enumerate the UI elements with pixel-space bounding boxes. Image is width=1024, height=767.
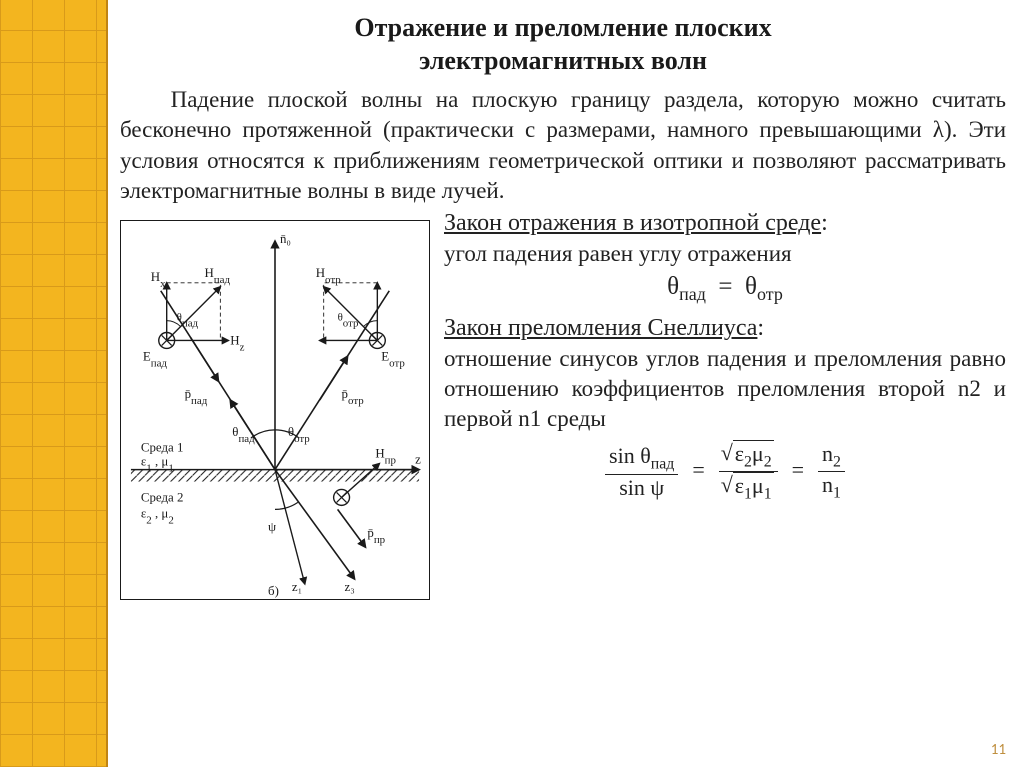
eq2-den3: n [822, 472, 833, 497]
equation-snell: sin θпад sin ψ = ε2μ2 ε1μ1 = n2 n1 [444, 440, 1006, 504]
label-theta-otr-small: θотр [338, 312, 359, 330]
eq2-num1-sub: пад [651, 456, 675, 473]
label-eps2mu2: ε2 , μ2 [141, 506, 174, 527]
two-column-row: z n̄₀ p̄пад p̄отр z₃ z₁ [120, 210, 1006, 600]
law1-title: Закон отражения в изотропной среде: [444, 210, 1006, 237]
eq1-lhs-sub: пад [679, 284, 706, 304]
label-n0: n̄₀ [280, 232, 291, 247]
label-Hx: Hx [151, 269, 166, 290]
label-z1: z₁ [292, 579, 302, 594]
intro-paragraph: Падение плоской волны на плоскую границу… [120, 85, 1006, 206]
eq2-den1: sin ψ [605, 475, 678, 501]
eq1-rhs-sub: отр [757, 284, 783, 304]
equation-reflection: θпад = θотр [444, 273, 1006, 305]
eq2-num2-e: ε [735, 441, 744, 466]
label-potr: p̄отр [342, 387, 365, 408]
label-media1: Среда 1 [141, 440, 184, 455]
label-Hz: Hz [230, 333, 244, 354]
reflection-refraction-diagram: z n̄₀ p̄пад p̄отр z₃ z₁ [120, 220, 430, 600]
eq2-num2-m-sub: 2 [764, 453, 772, 470]
law2-title: Закон преломления Снеллиуса: [444, 315, 1006, 342]
label-subfig: б) [268, 583, 279, 598]
snell-frac2: ε2μ2 ε1μ1 [719, 440, 778, 504]
decorative-left-border [0, 0, 108, 767]
title-line-2: электромагнитных волн [419, 46, 707, 75]
label-Epad: Eпад [143, 349, 168, 370]
label-z: z [415, 452, 421, 467]
law1-title-text: Закон отражения в изотропной среде [444, 210, 821, 236]
eq2-num1-a: sin θ [609, 443, 651, 468]
eq2-num2-e-sub: 2 [744, 453, 752, 470]
label-theta-pad: θпад [232, 424, 255, 445]
label-media2: Среда 2 [141, 490, 184, 505]
page-title: Отражение и преломление плоских электром… [120, 12, 1006, 77]
page-number: 11 [991, 741, 1006, 759]
label-theta-otr: θотр [288, 424, 310, 445]
eq2-num3: n [822, 441, 833, 466]
eq1-rhs: θ [745, 273, 757, 300]
eq2-num3-sub: 2 [833, 453, 841, 470]
label-psi: ψ [268, 520, 276, 535]
eq2-den2-m: μ [752, 473, 764, 498]
eq2-den3-sub: 1 [833, 485, 841, 502]
eq2-num2-m: μ [752, 441, 764, 466]
eq2-den2-e: ε [735, 473, 744, 498]
eq1-lhs: θ [667, 273, 679, 300]
law2-title-text: Закон преломления Снеллиуса [444, 315, 757, 341]
eq2-den2-m-sub: 1 [764, 486, 772, 503]
slide-content: Отражение и преломление плоских электром… [108, 0, 1024, 767]
laws-column: Закон отражения в изотропной среде: угол… [444, 210, 1006, 600]
label-Eotr: Eотр [381, 349, 405, 370]
snell-frac3: n2 n1 [818, 441, 845, 503]
label-ppr: p̄пр [367, 526, 385, 547]
law2-body: отношение синусов углов падения и прелом… [444, 344, 1006, 434]
label-z3: z₃ [345, 579, 355, 594]
eq2-den2-e-sub: 1 [744, 486, 752, 503]
label-ppad: p̄пад [185, 387, 208, 408]
law1-body: угол падения равен углу отражения [444, 239, 1006, 269]
snell-frac1: sin θпад sin ψ [605, 443, 678, 500]
title-line-1: Отражение и преломление плоских [354, 13, 771, 42]
